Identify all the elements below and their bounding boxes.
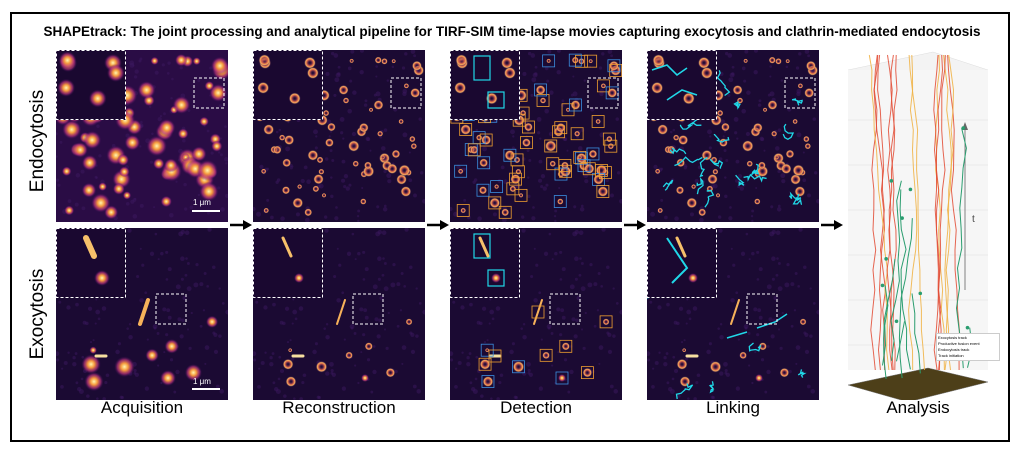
panel-linking-endocytosis <box>647 50 819 222</box>
arrow-link-to-analysis <box>821 220 843 230</box>
panel-reconstruction-endocytosis <box>253 50 425 222</box>
panel-detection-endocytosis <box>450 50 622 222</box>
panel-acquisition-endocytosis <box>56 50 228 222</box>
analysis-3d-plot <box>843 50 993 403</box>
analysis-legend: Exocytosis track Productive fusion event… <box>936 333 1000 361</box>
panel-detection-exocytosis <box>450 228 622 400</box>
legend-track-initiation: Track initiation <box>938 353 964 358</box>
figure-frame: SHAPEtrack: The joint processing and ana… <box>10 12 1010 442</box>
figure-title: SHAPEtrack: The joint processing and ana… <box>43 24 981 39</box>
column-label-linking: Linking <box>706 398 760 417</box>
legend-productive-fusion: Productive fusion event <box>938 341 980 346</box>
column-label-reconstruction: Reconstruction <box>282 398 396 417</box>
column-label-analysis: Analysis <box>886 398 950 417</box>
panel-acquisition-exocytosis <box>56 228 228 400</box>
legend-exocytosis-track: Exocytosis track <box>938 335 967 340</box>
legend-endocytosis-track: Endocytosis track <box>938 347 970 352</box>
column-label-acquisition: Acquisition <box>100 398 184 417</box>
scalebar-label-exocytosis: 1 μm <box>193 377 211 386</box>
analysis-time-axis-label: t <box>972 214 975 225</box>
arrow-detect-to-link <box>624 220 646 230</box>
row-label-exocytosis: Exocytosis <box>27 268 48 360</box>
column-label-detection: Detection <box>500 398 572 417</box>
panel-linking-exocytosis <box>647 228 819 400</box>
row-label-endocytosis: Endocytosis <box>27 89 48 193</box>
arrow-recon-to-detect <box>427 220 449 230</box>
scalebar-label-endocytosis: 1 μm <box>193 198 211 207</box>
panel-reconstruction-exocytosis <box>253 228 425 400</box>
arrow-acq-to-recon <box>230 220 252 230</box>
